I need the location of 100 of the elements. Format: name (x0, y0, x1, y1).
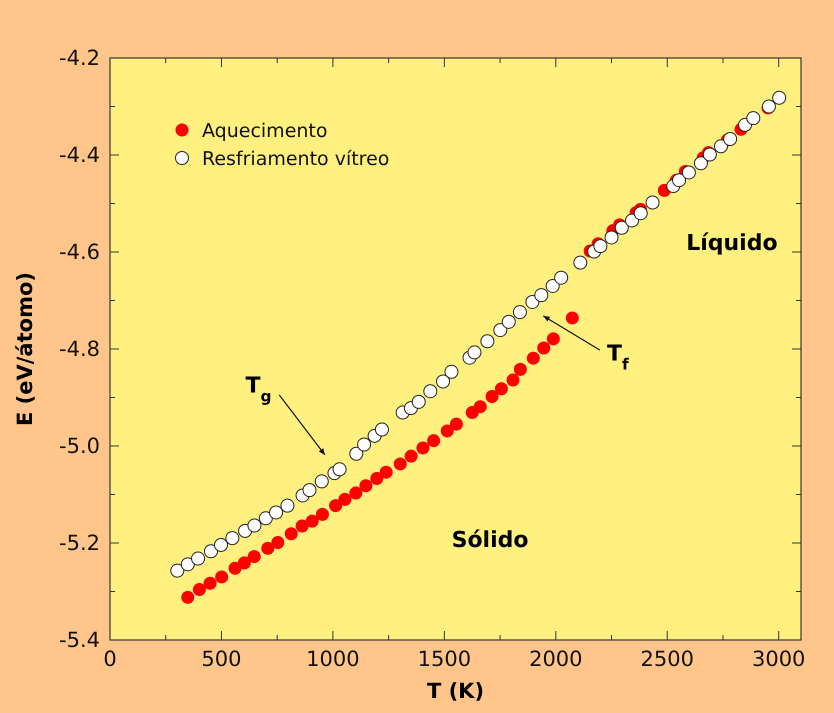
annotation: T$_{f}$ (607, 342, 630, 374)
point (228, 562, 242, 575)
point (238, 556, 251, 570)
point (486, 390, 499, 404)
point (269, 505, 284, 520)
point (296, 520, 309, 533)
point (180, 557, 195, 572)
point (512, 305, 527, 320)
point (370, 472, 384, 485)
point (537, 342, 550, 355)
point (380, 466, 393, 479)
point (284, 527, 298, 540)
point (332, 462, 347, 476)
point (170, 564, 184, 578)
point (714, 139, 728, 154)
point (534, 288, 548, 302)
legend-label: Resfriamento vítreo (202, 148, 390, 170)
y-tick-label: -4.8 (59, 337, 100, 361)
point (702, 148, 717, 162)
point (359, 479, 372, 492)
point (349, 446, 364, 461)
annotation: T$_{g}$ (246, 374, 272, 406)
point (593, 239, 608, 254)
point (614, 220, 629, 235)
point (682, 165, 696, 180)
point (302, 483, 316, 498)
point (506, 374, 520, 387)
point (566, 311, 579, 324)
point (467, 345, 482, 360)
point (525, 294, 540, 309)
point (261, 542, 274, 555)
point (280, 498, 294, 513)
point (258, 511, 273, 526)
point (248, 550, 261, 564)
point (546, 332, 560, 346)
point (247, 518, 262, 533)
point (634, 206, 648, 220)
point (314, 474, 329, 488)
x-tick-label: 2000 (529, 647, 583, 671)
point (412, 394, 426, 409)
point (436, 374, 450, 388)
point (394, 457, 407, 470)
y-tick-label: -4.4 (59, 143, 100, 167)
point (349, 486, 362, 500)
point (204, 544, 218, 558)
point (416, 441, 430, 454)
point (338, 492, 352, 506)
point (423, 384, 438, 398)
x-tick-label: 1500 (418, 647, 472, 671)
y-axis-title: E (eV/átomo) (13, 272, 37, 426)
y-tick-label: -5.4 (59, 628, 100, 652)
point (444, 364, 458, 379)
point (204, 576, 217, 590)
point (474, 400, 487, 414)
point (404, 450, 418, 463)
y-tick-label: -4.6 (59, 240, 100, 264)
point (514, 362, 527, 376)
annotation: Líquido (686, 231, 778, 256)
y-tick-label: -5.0 (59, 434, 100, 458)
point (493, 323, 508, 338)
x-tick-label: 500 (201, 647, 242, 671)
point (215, 570, 228, 584)
x-tick-label: 2500 (640, 647, 694, 671)
y-tick-label: -5.2 (59, 531, 100, 555)
point (316, 508, 329, 521)
y-tick-label: -4.2 (59, 46, 100, 70)
point (494, 382, 508, 396)
point (554, 270, 568, 285)
point (191, 552, 206, 566)
point (694, 156, 708, 170)
point (450, 418, 463, 431)
point (427, 434, 440, 448)
point (604, 230, 619, 244)
point (573, 256, 588, 270)
point (357, 438, 372, 452)
point (723, 132, 738, 146)
point (526, 352, 540, 365)
x-tick-label: 0 (103, 647, 117, 671)
annotation: Sólido (452, 528, 529, 553)
point (546, 278, 560, 293)
point (625, 213, 640, 228)
point (214, 538, 228, 552)
point (502, 314, 516, 329)
point (746, 111, 760, 126)
point (329, 499, 342, 512)
point (480, 334, 494, 348)
x-tick-label: 3000 (752, 647, 806, 671)
legend-label: Aquecimento (202, 120, 328, 142)
point (181, 590, 194, 604)
point (271, 536, 284, 550)
point (646, 196, 660, 210)
point (306, 514, 319, 528)
point (192, 583, 206, 596)
point (772, 90, 786, 105)
point (672, 173, 686, 188)
x-axis-title: T (K) (426, 679, 484, 703)
x-tick-label: 1000 (306, 647, 360, 671)
point (225, 531, 240, 546)
point (440, 424, 454, 438)
point (374, 422, 389, 437)
